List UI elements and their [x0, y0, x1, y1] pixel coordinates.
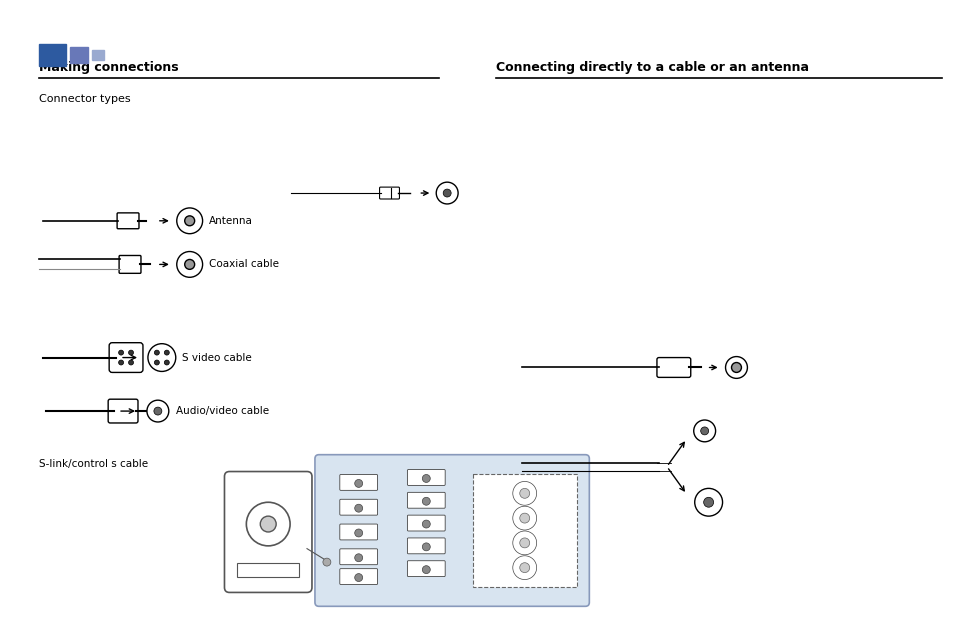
- FancyBboxPatch shape: [407, 561, 445, 576]
- Circle shape: [176, 208, 202, 234]
- Circle shape: [164, 360, 169, 365]
- Circle shape: [422, 475, 430, 482]
- Circle shape: [422, 543, 430, 551]
- Circle shape: [154, 360, 159, 365]
- Circle shape: [519, 563, 529, 573]
- Text: Making connections: Making connections: [38, 61, 178, 74]
- FancyBboxPatch shape: [314, 455, 589, 607]
- Text: Connecting directly to a cable or an antenna: Connecting directly to a cable or an ant…: [496, 61, 808, 74]
- Circle shape: [513, 506, 537, 530]
- Text: Coaxial cable: Coaxial cable: [209, 259, 278, 269]
- Bar: [38, 45, 67, 66]
- FancyBboxPatch shape: [407, 515, 445, 531]
- FancyBboxPatch shape: [657, 358, 690, 378]
- Circle shape: [519, 488, 529, 498]
- Circle shape: [129, 360, 133, 365]
- Circle shape: [422, 566, 430, 574]
- Bar: [71, 48, 89, 63]
- FancyBboxPatch shape: [339, 475, 377, 490]
- FancyBboxPatch shape: [119, 256, 141, 274]
- FancyBboxPatch shape: [109, 343, 143, 373]
- FancyBboxPatch shape: [379, 187, 399, 199]
- Circle shape: [519, 513, 529, 523]
- Circle shape: [693, 420, 715, 442]
- Circle shape: [703, 497, 713, 507]
- Circle shape: [513, 482, 537, 505]
- Circle shape: [260, 516, 275, 532]
- Circle shape: [185, 259, 194, 269]
- Circle shape: [694, 488, 721, 516]
- Circle shape: [185, 216, 194, 226]
- FancyBboxPatch shape: [407, 470, 445, 485]
- Circle shape: [153, 407, 162, 415]
- Circle shape: [731, 363, 740, 373]
- FancyBboxPatch shape: [339, 500, 377, 515]
- FancyBboxPatch shape: [407, 492, 445, 508]
- Text: Antenna: Antenna: [209, 216, 253, 226]
- FancyBboxPatch shape: [473, 474, 577, 587]
- Circle shape: [129, 350, 133, 355]
- Circle shape: [355, 574, 362, 581]
- Circle shape: [148, 344, 175, 371]
- Circle shape: [443, 189, 451, 197]
- Circle shape: [322, 558, 331, 566]
- Text: S-link/control s cable: S-link/control s cable: [38, 459, 148, 469]
- Circle shape: [436, 182, 457, 204]
- FancyBboxPatch shape: [224, 472, 312, 592]
- FancyBboxPatch shape: [339, 549, 377, 565]
- Circle shape: [519, 538, 529, 548]
- FancyBboxPatch shape: [339, 569, 377, 584]
- Bar: [92, 50, 104, 60]
- Circle shape: [147, 400, 169, 422]
- FancyBboxPatch shape: [339, 524, 377, 540]
- Text: Audio/video cable: Audio/video cable: [175, 406, 269, 416]
- FancyBboxPatch shape: [108, 399, 138, 423]
- Circle shape: [176, 251, 202, 277]
- FancyBboxPatch shape: [117, 213, 139, 229]
- Circle shape: [422, 520, 430, 528]
- Circle shape: [513, 556, 537, 579]
- Circle shape: [725, 357, 746, 378]
- Circle shape: [513, 531, 537, 555]
- Circle shape: [118, 350, 124, 355]
- Circle shape: [355, 554, 362, 561]
- Text: Connector types: Connector types: [38, 94, 130, 104]
- Circle shape: [164, 350, 169, 355]
- Circle shape: [355, 480, 362, 487]
- FancyBboxPatch shape: [407, 538, 445, 554]
- Text: S video cable: S video cable: [181, 353, 252, 363]
- Circle shape: [355, 529, 362, 537]
- Circle shape: [246, 502, 290, 546]
- Circle shape: [700, 427, 708, 435]
- Circle shape: [355, 504, 362, 512]
- Circle shape: [154, 350, 159, 355]
- Circle shape: [118, 360, 124, 365]
- Circle shape: [422, 497, 430, 505]
- Bar: [237, 563, 298, 576]
